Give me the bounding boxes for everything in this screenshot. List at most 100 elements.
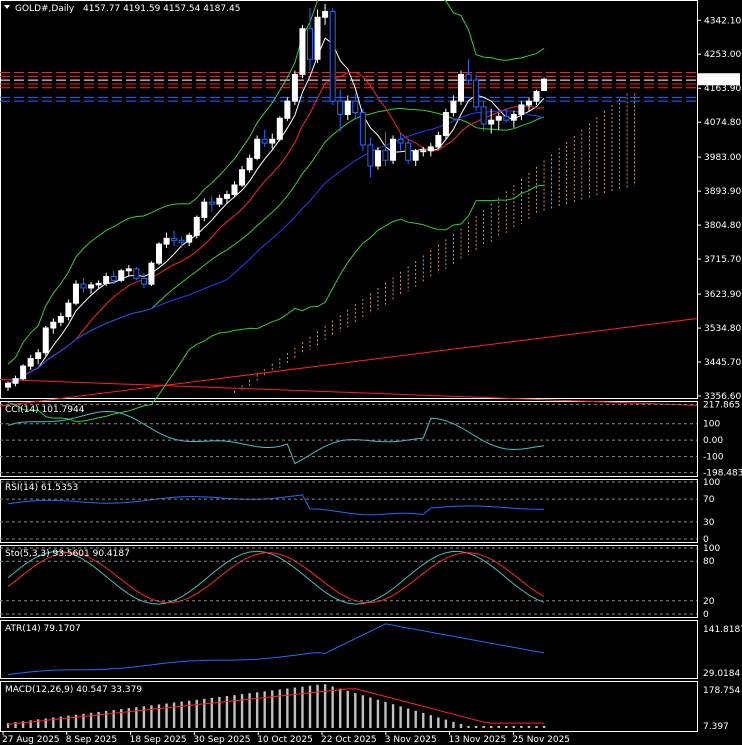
macd-bar [414,710,417,728]
macd-bar [44,718,47,728]
macd-bar [346,690,349,728]
candle-bull [50,321,57,329]
macd-bar [97,711,100,728]
price-axis[interactable] [697,19,701,397]
candle-bear [307,28,313,60]
price-tick-label: 3804.80 [704,221,741,231]
candle-bull [420,150,427,153]
price-tick-label: 3445.70 [704,358,741,368]
date-label: 30 Sep 2025 [193,735,250,745]
candle-bull [246,157,253,171]
macd-bar [225,695,229,728]
cci-title: CCI(14) 101.7944 [5,405,85,415]
candle-bull [254,138,261,159]
date-label: 13 Nov 2025 [449,735,507,745]
dropdown-triangle-icon[interactable] [4,5,10,9]
macd-bar [452,721,455,728]
macd-bar [52,717,55,728]
candle-bull [125,268,132,272]
panel-frame [0,545,698,618]
stoch-tick-label: 80 [703,557,715,567]
macd-signal-line [7,688,544,725]
macd-bar [240,694,244,728]
macd-bar [399,706,402,728]
macd-bar [406,708,410,728]
macd-bar [527,726,531,728]
candle-bull [427,146,434,152]
macd-bar [255,692,259,728]
candle-bull [223,194,230,199]
candle-bull [88,284,95,289]
candle-bull [201,201,208,218]
rsi-tick-label: 100 [703,478,720,488]
candle-bull [118,270,125,281]
candle-bull [193,216,200,236]
candle-bull [533,91,540,102]
time-axis[interactable] [2,731,514,735]
candle-bull [495,115,502,121]
price-tick-label: 3356.60 [704,392,741,402]
macd-bar [286,688,289,728]
candle-bear [171,237,178,241]
macd-bar [14,722,17,728]
candle-bear [133,268,140,279]
candle-bull [20,365,27,380]
stoch-title: Sto(5,3,3) 93.5601 90.4187 [5,549,130,559]
macd-bar [497,726,500,728]
candle-bull [450,100,457,114]
macd-bar [203,698,206,728]
price-tick-label: 4074.80 [704,118,741,128]
macd-title: MACD(12,26,9) 40.547 33.379 [5,685,142,695]
candle-bear [352,100,359,114]
candle-bear [337,100,344,115]
stoch-tick-label: 100 [703,544,720,554]
macd-bar [323,684,327,728]
candle-bear [140,277,147,285]
atr-tick-label: 29.0184 [703,669,740,679]
date-label: 18 Sep 2025 [130,735,187,745]
rsi-tick-label: 0 [703,535,709,545]
price-tick-label: 4163.90 [704,84,741,94]
macd-bar [248,693,251,728]
price-panel[interactable] [0,0,698,423]
candle-bear [405,142,412,161]
cci-tick-label: -198.4836 [703,469,742,479]
date-label: 10 Oct 2025 [257,735,313,745]
date-label: 25 Nov 2025 [512,735,570,745]
price-tick-label: 3623.90 [704,290,741,300]
price-tick-label: 4253.00 [704,50,741,60]
panel-frame [0,401,698,477]
macd-bar [361,695,365,728]
macd-bar [218,696,221,728]
macd-bar [331,686,334,728]
macd-tick-label: 7.397 [703,722,729,732]
macd-bar [512,726,516,728]
candle-bear [80,283,87,289]
macd-bar [6,723,10,728]
macd-bar [165,703,168,728]
candle-bull [156,243,162,264]
candle-bull [35,352,42,359]
candle-bull [42,327,49,354]
macd-bar [467,726,470,728]
candle-bull [72,283,79,304]
macd-bar [293,687,297,728]
rsi-title: RSI(14) 61.5353 [5,483,78,493]
trendline-down [0,378,698,406]
macd-bar [127,708,130,728]
trendline-up [0,317,698,407]
candle-bear [473,79,480,108]
candle-bull [57,316,64,323]
macd-bar [376,699,380,728]
panel-frame [0,0,698,399]
macd-bar [535,726,538,728]
macd-bar [21,721,25,728]
macd-bar [520,726,523,728]
macd-bar [112,710,115,728]
candle-bull [65,302,72,318]
candle-bull [435,134,442,148]
atr-tick-label: 141.8187 [703,625,742,635]
candle-bull [5,382,11,388]
macd-bar [180,701,183,728]
